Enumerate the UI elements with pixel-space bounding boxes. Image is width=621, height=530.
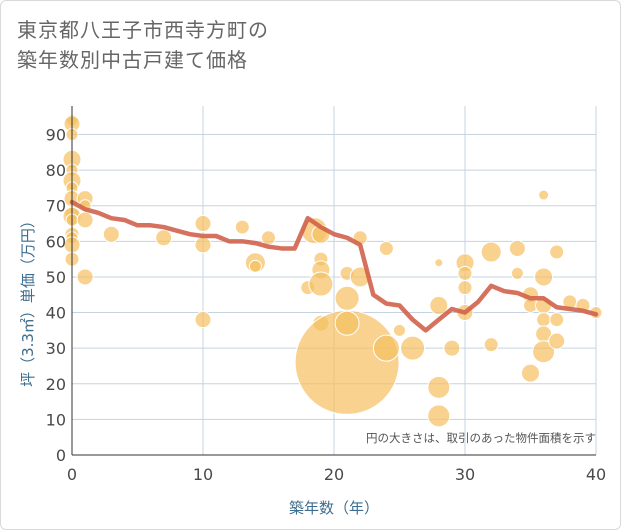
- data-point: [457, 280, 473, 296]
- y-tick-label: 0: [56, 446, 66, 465]
- data-point: [534, 267, 554, 287]
- data-point: [548, 332, 566, 350]
- data-point: [155, 229, 173, 247]
- data-point: [429, 295, 449, 315]
- y-tick-label: 30: [46, 339, 66, 358]
- data-point: [372, 334, 400, 362]
- y-tick-label: 60: [46, 232, 66, 251]
- data-point: [400, 335, 426, 361]
- y-tick-label: 20: [46, 375, 66, 394]
- y-tick-label: 40: [46, 304, 66, 323]
- data-point: [76, 211, 94, 229]
- x-tick-label: 40: [586, 465, 606, 484]
- data-point: [549, 312, 565, 328]
- y-tick-label: 50: [46, 268, 66, 287]
- data-point: [532, 340, 556, 364]
- data-point: [427, 404, 451, 428]
- data-point: [508, 239, 526, 257]
- data-point: [248, 259, 262, 273]
- chart-title: 東京都八王子市西寺方町の 築年数別中古戸建て価格: [17, 15, 269, 75]
- data-point: [334, 310, 360, 336]
- data-point: [536, 312, 552, 328]
- data-point: [483, 337, 499, 353]
- data-point: [194, 311, 212, 329]
- y-tick-label: 80: [46, 161, 66, 180]
- data-point: [480, 241, 502, 263]
- data-point: [427, 375, 451, 399]
- x-tick-label: 10: [193, 465, 213, 484]
- data-point: [510, 266, 524, 280]
- y-tick-label: 70: [46, 197, 66, 216]
- grid-lines: [72, 106, 597, 455]
- data-point: [457, 265, 473, 281]
- data-point: [234, 219, 250, 235]
- data-point: [443, 339, 461, 357]
- data-point: [378, 240, 394, 256]
- data-point: [76, 268, 94, 286]
- data-point: [393, 323, 406, 337]
- x-tick-label: 0: [67, 465, 77, 484]
- y-tick-label: 90: [46, 125, 66, 144]
- x-axis-label: 築年数（年）: [289, 499, 379, 517]
- y-tick-label: 10: [46, 410, 66, 429]
- bubble-size-note: 円の大きさは、取引のあった物件面積を示す: [366, 431, 596, 445]
- data-point: [434, 258, 444, 268]
- y-axis-label: 坪（3.3㎡）単価（万円）: [19, 213, 37, 387]
- x-tick-label: 30: [455, 465, 475, 484]
- x-tick-label: 20: [324, 465, 344, 484]
- data-point: [549, 244, 565, 260]
- data-point: [538, 189, 550, 201]
- chart-title-line-1: 東京都八王子市西寺方町の: [17, 18, 269, 42]
- chart-title-line-2: 築年数別中古戸建て価格: [17, 48, 248, 72]
- data-point: [521, 363, 540, 383]
- data-point: [334, 285, 360, 311]
- data-point: [194, 215, 212, 233]
- trend-layer: [69, 199, 599, 333]
- data-point: [194, 236, 212, 254]
- data-point: [261, 230, 276, 246]
- data-point: [102, 225, 120, 243]
- axes-layer: 0 10 20 30 40 50 60 70 80 90 0 10 20 30 40: [46, 106, 606, 484]
- bubble-layer: [62, 113, 603, 428]
- trend-line: [69, 199, 599, 333]
- data-point: [308, 271, 334, 297]
